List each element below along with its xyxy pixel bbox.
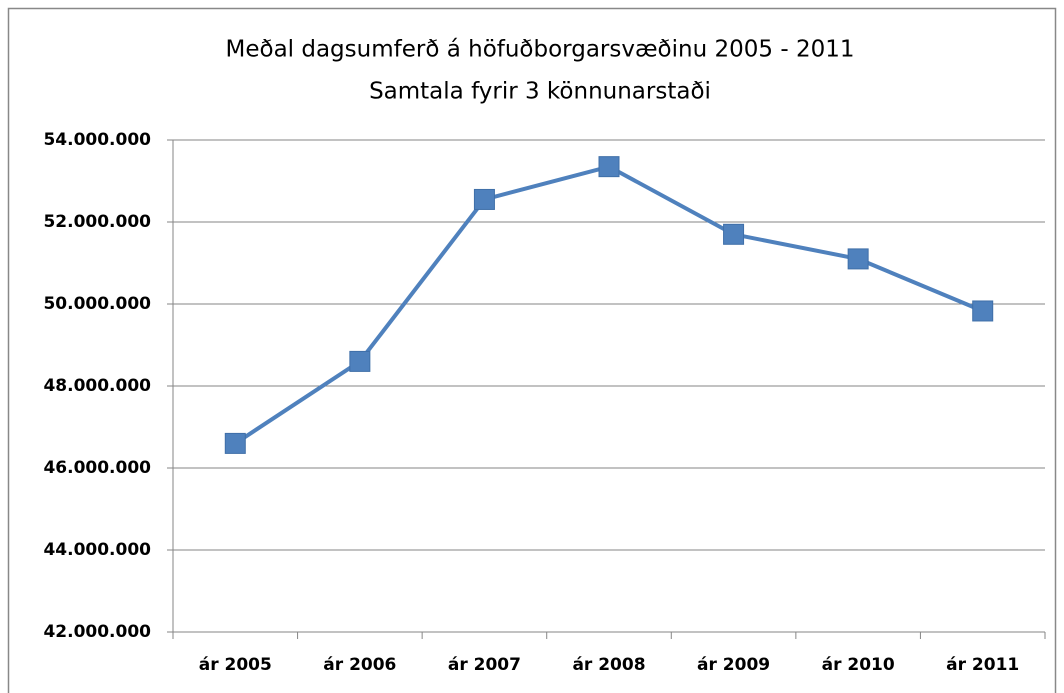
x-tick-label: ár 2008: [572, 655, 645, 675]
data-marker: [723, 223, 745, 245]
chart-border: [7, 7, 1057, 693]
data-marker: [972, 300, 994, 322]
chart-title: Meðal dagsumferð á höfuðborgarsvæðinu 20…: [226, 37, 855, 63]
data-marker: [473, 188, 495, 210]
data-marker: [598, 156, 620, 178]
chart-subtitle: Samtala fyrir 3 könnunarstaði: [369, 79, 711, 105]
x-tick-label: ár 2009: [697, 655, 770, 675]
data-marker: [224, 432, 246, 454]
y-tick-label: 54.000.000: [43, 130, 151, 150]
x-tick-label: ár 2010: [822, 655, 895, 675]
data-marker: [349, 350, 371, 372]
y-tick-label: 44.000.000: [43, 540, 151, 560]
y-tick-label: 52.000.000: [43, 212, 151, 232]
x-tick-label: ár 2007: [448, 655, 521, 675]
y-tick-label: 42.000.000: [43, 622, 151, 642]
y-tick-label: 48.000.000: [43, 376, 151, 396]
data-marker: [847, 248, 869, 270]
x-tick-label: ár 2006: [323, 655, 396, 675]
y-tick-label: 50.000.000: [43, 294, 151, 314]
x-tick-label: ár 2011: [946, 655, 1019, 675]
x-tick-label: ár 2005: [199, 655, 272, 675]
y-tick-label: 46.000.000: [43, 458, 151, 478]
